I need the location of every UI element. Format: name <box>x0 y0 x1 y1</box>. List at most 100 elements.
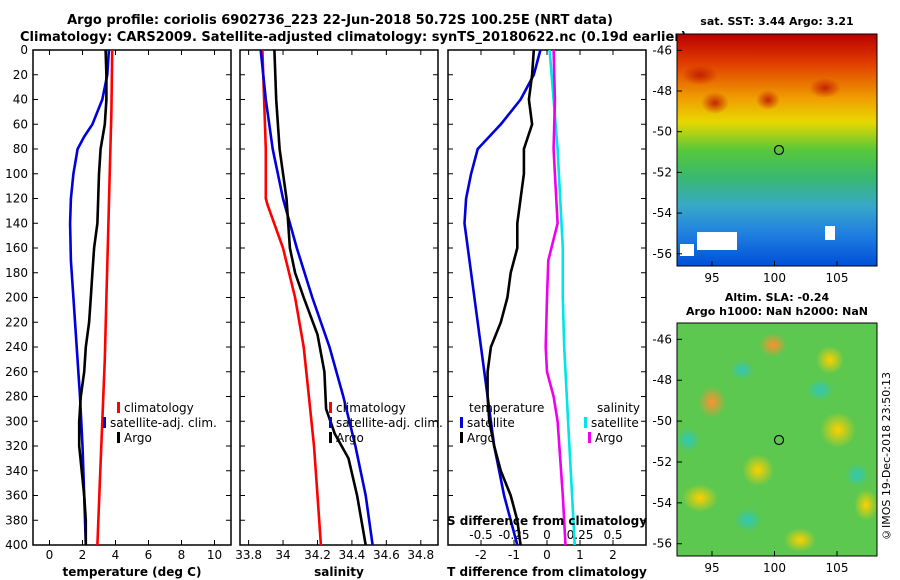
map-lat-label: -56 <box>652 247 672 261</box>
legend-label-climatology: climatology <box>124 401 194 415</box>
legend-label-argo: Argo <box>124 431 152 445</box>
xtick-label-s: 0.5 <box>603 528 622 542</box>
series-line-argo <box>77 49 108 545</box>
map-lat-label: -54 <box>652 206 672 220</box>
legend-label-s-argo: Argo <box>595 431 623 445</box>
map-lat-label: -52 <box>652 455 672 469</box>
title-line-1: Argo profile: coriolis 6902736_223 22-Ju… <box>67 13 613 28</box>
legend-label-t-argo: Argo <box>467 431 495 445</box>
sla-argo-location-marker <box>773 434 785 446</box>
xtick-label-s: 0 <box>543 528 551 542</box>
data-lines <box>68 49 576 546</box>
credit-text: ©IMOS 19-Dec-2018 23:50:13 <box>880 372 893 541</box>
map-lat-label: -54 <box>652 496 672 510</box>
series-line-climatology <box>96 49 114 546</box>
map-axis-ticks: -46 -48 -50 -52 -54 -56 95 100 105 -46 -48 -50 -52 -5… <box>652 43 848 575</box>
legend-label-satellite: satellite-adj. clim. <box>336 416 443 430</box>
ytick-label: 100 <box>5 167 28 181</box>
xlabel-s-difference: S difference from climatology <box>447 514 647 528</box>
legend-swatch-t-satellite <box>460 417 463 428</box>
ytick-label: 80 <box>13 142 28 156</box>
xtick-label: 34 <box>275 548 290 562</box>
map-lon-label: 95 <box>704 561 719 575</box>
sla-map-title-2: Argo h1000: NaN h2000: NaN <box>685 305 869 318</box>
ytick-label: 280 <box>5 390 28 404</box>
panel-temperature-frame <box>32 49 232 546</box>
ytick-label: 240 <box>5 340 28 354</box>
map-lat-label: -52 <box>652 165 672 179</box>
ytick-label: 0 <box>20 43 28 57</box>
xtick-label: -2 <box>475 548 487 562</box>
map-lat-label: -46 <box>652 332 672 346</box>
panel-salinity-frame <box>239 49 439 546</box>
xtick-label: 2 <box>79 548 87 562</box>
map-lat-label: -50 <box>652 125 672 139</box>
legend-swatch-s-satellite <box>584 417 587 428</box>
title-line-2: Climatology: CARS2009. Satellite-adjuste… <box>20 30 687 45</box>
xtick-label-s: 0.25 <box>567 528 594 542</box>
series-line-argo <box>273 49 367 546</box>
ytick-label: 320 <box>5 439 28 453</box>
legend-label-climatology: climatology <box>336 401 406 415</box>
map-lon-label: 100 <box>763 561 786 575</box>
sst-map <box>677 34 877 266</box>
sla-map <box>677 323 877 556</box>
ytick-label: 120 <box>5 192 28 206</box>
map-lon-label: 95 <box>704 271 719 285</box>
xtick-label: 34.4 <box>339 548 366 562</box>
ytick-label: 380 <box>5 513 28 527</box>
xtick-label: 1 <box>576 548 584 562</box>
legend-swatch-s-argo <box>588 432 591 443</box>
legend-temperature: climatology satellite-adj. clim. Argo <box>103 401 217 445</box>
legend-title-salinity: salinity <box>597 401 640 415</box>
map-lon-label: 105 <box>826 271 849 285</box>
ytick-label: 20 <box>13 68 28 82</box>
series-line-t-argo <box>486 49 536 546</box>
legend-swatch-satellite <box>329 417 332 428</box>
ytick-label: 60 <box>13 117 28 131</box>
ytick-label: 200 <box>5 291 28 305</box>
series-line-climatology <box>261 49 323 546</box>
ytick-label: 360 <box>5 489 28 503</box>
map-lat-label: -48 <box>652 84 672 98</box>
legend-label-argo: Argo <box>336 431 364 445</box>
xtick-label: 0 <box>543 548 551 562</box>
legend-swatch-satellite <box>103 417 106 428</box>
legend-label-s-satellite: satellite <box>591 416 639 430</box>
ytick-label: 220 <box>5 315 28 329</box>
sst-argo-location-marker <box>773 144 785 156</box>
ytick-label: 180 <box>5 266 28 280</box>
map-lat-label: -48 <box>652 373 672 387</box>
legend-swatch-t-argo <box>460 432 463 443</box>
xtick-label: 2 <box>609 548 617 562</box>
xtick-label: 8 <box>178 548 186 562</box>
legend-label-satellite: satellite-adj. clim. <box>110 416 217 430</box>
ytick-label: 260 <box>5 365 28 379</box>
xtick-label: 10 <box>207 548 222 562</box>
series-line-satellite-adj-clim- <box>259 49 374 546</box>
map-lat-label: -50 <box>652 414 672 428</box>
xtick-label: 6 <box>145 548 153 562</box>
sst-map-title: sat. SST: 3.44 Argo: 3.21 <box>700 15 854 28</box>
map-lat-label: -46 <box>652 43 672 57</box>
sst-map-frame <box>676 33 878 267</box>
xtick-label: 33.8 <box>235 548 262 562</box>
map-lat-label: -56 <box>652 537 672 551</box>
legend-swatch-argo <box>329 432 332 443</box>
series-line-s-argo <box>544 49 567 546</box>
legend-title-temperature: temperature <box>469 401 544 415</box>
sla-map-frame <box>676 322 878 557</box>
xtick-label: 34.8 <box>407 548 434 562</box>
series-line-s-satellite <box>548 49 576 546</box>
ytick-label: 40 <box>13 93 28 107</box>
xtick-label: 34.2 <box>304 548 331 562</box>
xtick-label: -1 <box>508 548 520 562</box>
xtick-label: 34.6 <box>373 548 400 562</box>
ytick-label: 160 <box>5 241 28 255</box>
xtick-label-s: -0.5 <box>469 528 492 542</box>
legend-label-t-satellite: satellite <box>467 416 515 430</box>
series-line-satellite-adj-clim- <box>68 49 111 546</box>
sla-map-title-1: Altim. SLA: -0.24 <box>724 291 830 304</box>
legend-swatch-climatology <box>329 402 332 413</box>
